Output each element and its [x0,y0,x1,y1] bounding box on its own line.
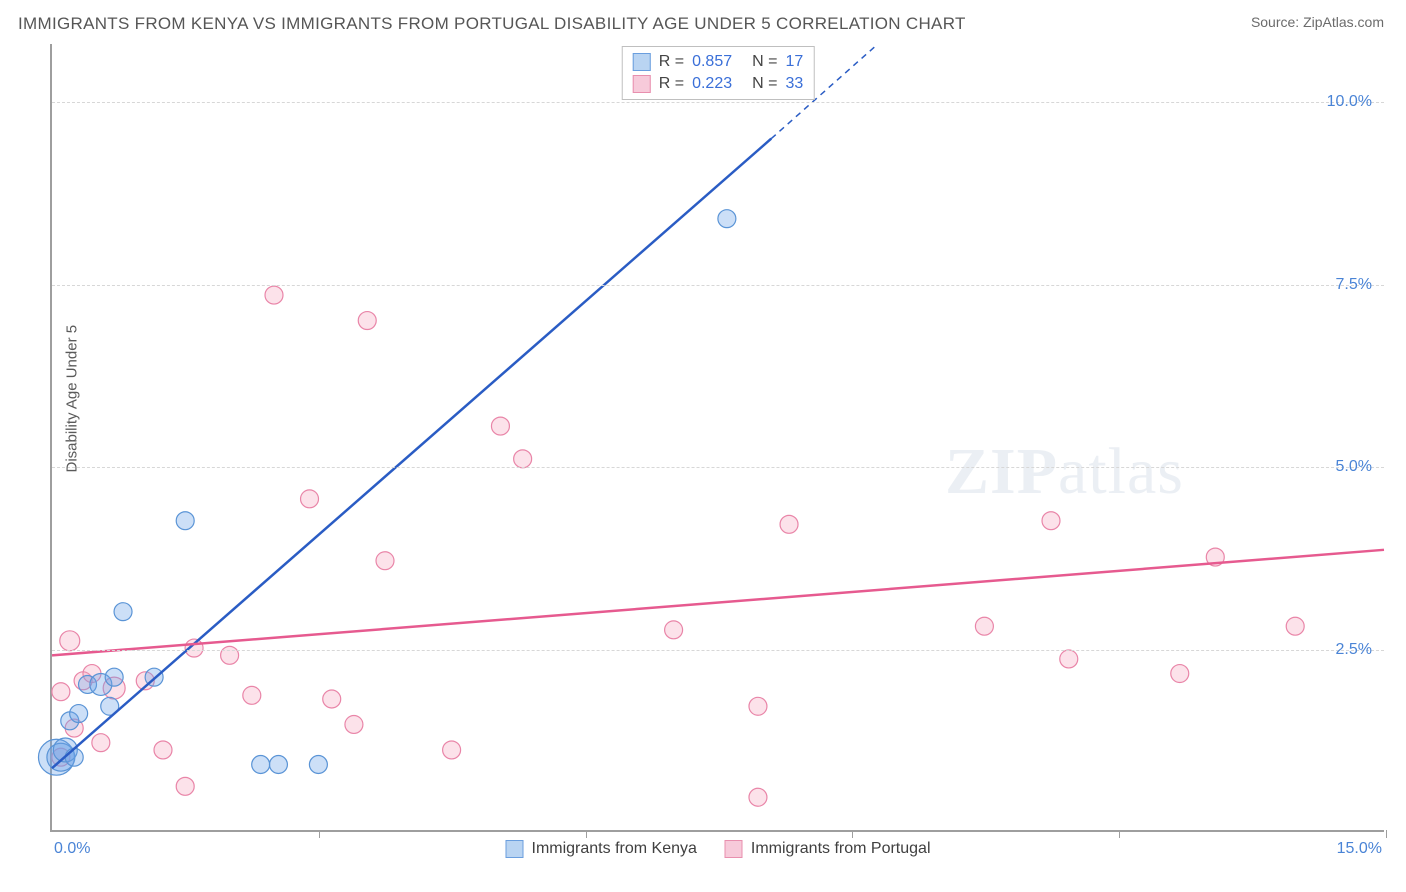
x-tick-mark [1386,830,1387,838]
series-name-kenya: Immigrants from Kenya [532,840,697,858]
series-legend: Immigrants from Kenya Immigrants from Por… [506,840,931,858]
y-tick-label: 10.0% [1327,93,1372,111]
gridline-h [52,102,1384,103]
data-point-portugal [749,697,767,715]
data-point-portugal [1060,650,1078,668]
y-axis-label: Disability Age Under 5 [64,325,81,473]
x-axis-max-label: 15.0% [1337,840,1382,858]
series-swatch-portugal [725,840,743,858]
x-tick-mark [586,830,587,838]
legend-n-label: N = [752,73,777,95]
trend-line-portugal [52,550,1384,656]
data-point-portugal [514,450,532,468]
data-point-portugal [665,621,683,639]
y-tick-label: 5.0% [1336,458,1372,476]
legend-swatch-kenya [633,53,651,71]
y-tick-label: 7.5% [1336,276,1372,294]
data-point-portugal [265,286,283,304]
series-name-portugal: Immigrants from Portugal [751,840,931,858]
data-point-kenya [70,705,88,723]
data-point-kenya [309,756,327,774]
data-point-portugal [358,312,376,330]
data-point-kenya [252,756,270,774]
data-point-kenya [269,756,287,774]
data-point-portugal [345,715,363,733]
x-tick-mark [852,830,853,838]
series-legend-item-portugal: Immigrants from Portugal [725,840,931,858]
data-point-portugal [154,741,172,759]
trend-line-kenya [52,139,771,769]
data-point-portugal [176,777,194,795]
correlation-legend: R = 0.857 N = 17 R = 0.223 N = 33 [622,46,815,100]
data-point-portugal [60,631,80,651]
series-swatch-kenya [506,840,524,858]
legend-swatch-portugal [633,75,651,93]
data-point-portugal [443,741,461,759]
data-point-portugal [749,788,767,806]
legend-r-label: R = [659,51,684,73]
gridline-h [52,650,1384,651]
data-point-portugal [243,686,261,704]
data-point-kenya [176,512,194,530]
data-point-portugal [1042,512,1060,530]
legend-n-value-portugal: 33 [785,73,803,95]
data-point-portugal [52,683,70,701]
legend-n-value-kenya: 17 [785,51,803,73]
plot-svg [52,44,1384,830]
data-point-portugal [1286,617,1304,635]
data-point-portugal [780,515,798,533]
data-point-kenya [105,668,123,686]
source-label: Source: ZipAtlas.com [1251,14,1384,30]
data-point-portugal [301,490,319,508]
data-point-portugal [1171,665,1189,683]
x-axis-min-label: 0.0% [54,840,90,858]
gridline-h [52,467,1384,468]
chart-title: IMMIGRANTS FROM KENYA VS IMMIGRANTS FROM… [18,14,966,34]
data-point-kenya [114,603,132,621]
legend-n-label: N = [752,51,777,73]
x-tick-mark [1119,830,1120,838]
data-point-portugal [376,552,394,570]
series-legend-item-kenya: Immigrants from Kenya [506,840,697,858]
data-point-portugal [323,690,341,708]
legend-r-label: R = [659,73,684,95]
data-point-portugal [491,417,509,435]
gridline-h [52,285,1384,286]
x-tick-mark [319,830,320,838]
legend-r-value-kenya: 0.857 [692,51,732,73]
legend-r-value-portugal: 0.223 [692,73,732,95]
data-point-portugal [92,734,110,752]
plot-box: ZIPatlas R =0.857N =17R =0.223N =33 Immi… [50,44,1384,832]
data-point-kenya [65,748,83,766]
chart-area: ZIPatlas R =0.857N =17R =0.223N =33 Immi… [50,44,1384,832]
data-point-kenya [718,210,736,228]
data-point-portugal [975,617,993,635]
legend-row-kenya: R = 0.857 N = 17 [633,51,804,73]
y-tick-label: 2.5% [1336,641,1372,659]
legend-row-portugal: R = 0.223 N = 33 [633,73,804,95]
